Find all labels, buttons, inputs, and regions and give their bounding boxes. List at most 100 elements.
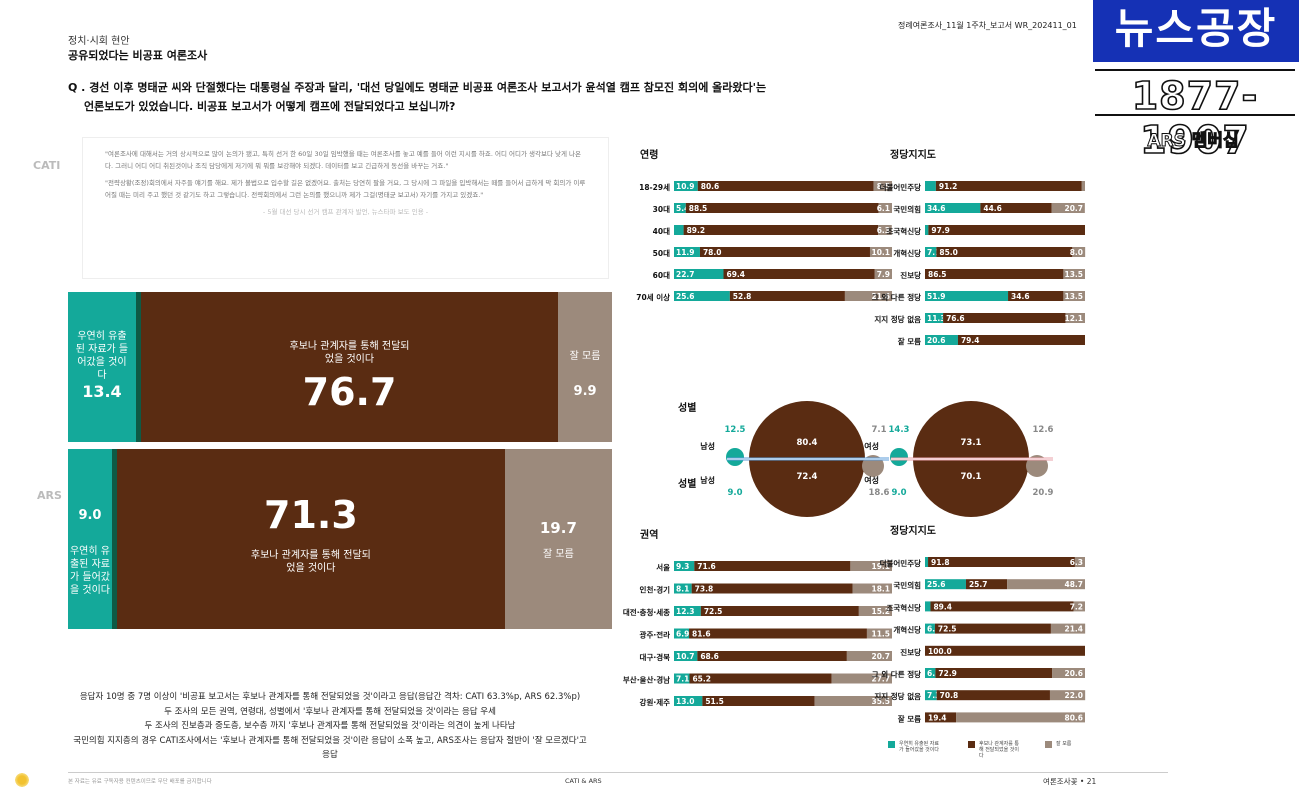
data-label: 11.3 — [927, 314, 946, 323]
bar-segment — [1073, 601, 1085, 612]
bar-segment — [699, 247, 870, 257]
data-label: 25.6 — [676, 292, 695, 301]
bar-segment — [925, 690, 937, 701]
data-label: 10.7 — [676, 652, 695, 661]
news-factory-logo: 뉴스공장 — [1093, 0, 1299, 62]
data-label: 6.1 — [877, 204, 890, 213]
data-label: 73.8 — [695, 585, 714, 594]
bar-segment — [878, 225, 892, 235]
ars-brown-value: 71.3 — [264, 493, 358, 537]
data-label: 10.9 — [676, 182, 695, 191]
data-label: 91.2 — [939, 182, 958, 191]
category-label: 40대 — [653, 226, 670, 236]
gender-value-label: 70.1 — [961, 472, 982, 482]
cati-grey-value: 9.9 — [573, 384, 597, 399]
data-label: 27.7 — [871, 675, 890, 684]
gender-value-label: 73.1 — [961, 438, 982, 448]
quote-box: "여론조사에 대해서는 거의 상시적으로 많이 논의가 됐고, 특히 선거 한 … — [82, 137, 609, 279]
legend-item-brown: 후보나 관계자를 통해 전달되었을 것이다 — [968, 741, 1023, 759]
bar-segment — [928, 557, 1075, 567]
bar-segment — [925, 557, 929, 567]
bar-segment — [925, 601, 931, 612]
data-label: 65.2 — [692, 675, 711, 684]
bar-segment — [674, 247, 700, 257]
bar-segment — [935, 181, 1082, 191]
gender-title-top: 성별 — [678, 401, 696, 414]
data-label: 11.5 — [871, 630, 890, 639]
summary-line-1: 응답자 10명 중 7명 이상이 '비공표 보고서는 후보나 관계자를 통해 전… — [79, 692, 581, 702]
chart-title: 정당지지도 — [890, 148, 936, 161]
bar-segment — [674, 269, 724, 279]
data-label: 80.6 — [701, 182, 720, 191]
gender-teal-dot — [890, 448, 908, 466]
data-label: 7.9 — [877, 270, 890, 279]
legend-label-grey: 잘 모름 — [1056, 741, 1072, 747]
category-label: 18-29세 — [639, 182, 670, 192]
gender-value-label: 9.0 — [891, 488, 906, 498]
data-label: 6.2 — [927, 625, 940, 634]
bar-segment — [674, 561, 695, 571]
summary-line-3: 두 조사의 진보층과 중도층, 보수층 까지 '후보나 관계자를 통해 전달되었… — [144, 721, 516, 731]
data-label: 78.0 — [703, 248, 722, 257]
data-label: 51.5 — [705, 697, 724, 706]
category-label: 조국혁신당 — [887, 226, 922, 236]
gender-value-label: 18.6 — [869, 488, 890, 498]
category-label: 부산·울산·경남 — [623, 675, 670, 685]
data-label: 7.1 — [676, 675, 689, 684]
bar-segment — [1081, 181, 1085, 191]
bar-segment — [980, 203, 1052, 213]
bar-segment — [878, 203, 892, 213]
method-label-cati: CATI — [33, 159, 61, 172]
category-label: 강원·제주 — [640, 697, 671, 707]
cati-teal-segment: 우연히 유출된 자료가 들어갔을 것이다 13.4 — [68, 292, 141, 442]
data-label: 72.9 — [938, 669, 957, 678]
logo-phone-number: 1877-1907 — [1131, 73, 1259, 163]
bar-segment — [814, 696, 892, 706]
footer-page-number: 여론조사꽃 • 21 — [1043, 777, 1097, 786]
bar-segment — [674, 673, 690, 684]
data-label: 22.0 — [1064, 691, 1083, 700]
bar-segment — [925, 645, 1085, 656]
data-label: 25.7 — [969, 580, 988, 589]
main-bar-ars: 9.0 우연히 유출된 자료가 들어갔을 것이다 71.3 후보나 관계자를 통… — [68, 449, 612, 629]
data-label: 21.4 — [1064, 625, 1083, 634]
gender-name-bottom: 남성 — [700, 475, 715, 485]
legend-label-brown: 후보나 관계자를 통해 전달되었을 것이다 — [979, 741, 1019, 759]
section-title: 공유되었다는 비공표 여론조사 — [68, 49, 208, 62]
data-label: 8.1 — [676, 585, 689, 594]
data-label: 21.6 — [871, 292, 890, 301]
bar-segment — [866, 628, 892, 639]
gender-value-label: 12.6 — [1033, 425, 1054, 435]
data-label: 20.7 — [871, 652, 890, 661]
bar-segment — [925, 269, 1064, 279]
category-label: 국민의힘 — [893, 580, 921, 590]
method-label-ars: ARS — [37, 489, 62, 502]
bar-segment — [674, 628, 690, 639]
data-label: 20.6 — [927, 336, 946, 345]
quote-paragraph-2: "전략상황(조정)회의에서 자주들 얘기를 해요. 제가 볼법으로 입수할 길은… — [105, 179, 586, 199]
bar-segment — [925, 247, 937, 257]
data-label: 7.1 — [927, 248, 940, 257]
bar-segment — [674, 696, 703, 706]
data-label: 6.3 — [877, 226, 890, 235]
data-label: 8.5 — [877, 182, 890, 191]
bar-segment — [925, 335, 958, 345]
bar-segment — [925, 225, 929, 235]
bar-segment — [674, 203, 686, 213]
data-label: 11.9 — [676, 248, 695, 257]
ars-teal-segment: 9.0 우연히 유출된 자료가 들어갔을 것이다 — [68, 449, 117, 629]
summary-text: 응답자 10명 중 7명 이상이 '비공표 보고서는 후보나 관계자를 통해 전… — [70, 690, 590, 763]
bar-segment — [697, 181, 874, 191]
bar-segment — [1052, 668, 1085, 678]
category-label: 인천·경기 — [640, 585, 671, 595]
gender-value-label: 7.1 — [871, 425, 886, 435]
bar-segment — [674, 583, 692, 594]
bar-segment — [674, 651, 698, 661]
bar-segment — [925, 712, 957, 723]
cati-brown-label: 후보나 관계자를 통해 전달되었을 것이다 — [289, 341, 410, 365]
bar-segment — [852, 583, 892, 594]
data-label: 97.9 — [931, 226, 950, 235]
legend-swatch-brown — [968, 741, 975, 748]
bar-segment — [936, 690, 1050, 701]
